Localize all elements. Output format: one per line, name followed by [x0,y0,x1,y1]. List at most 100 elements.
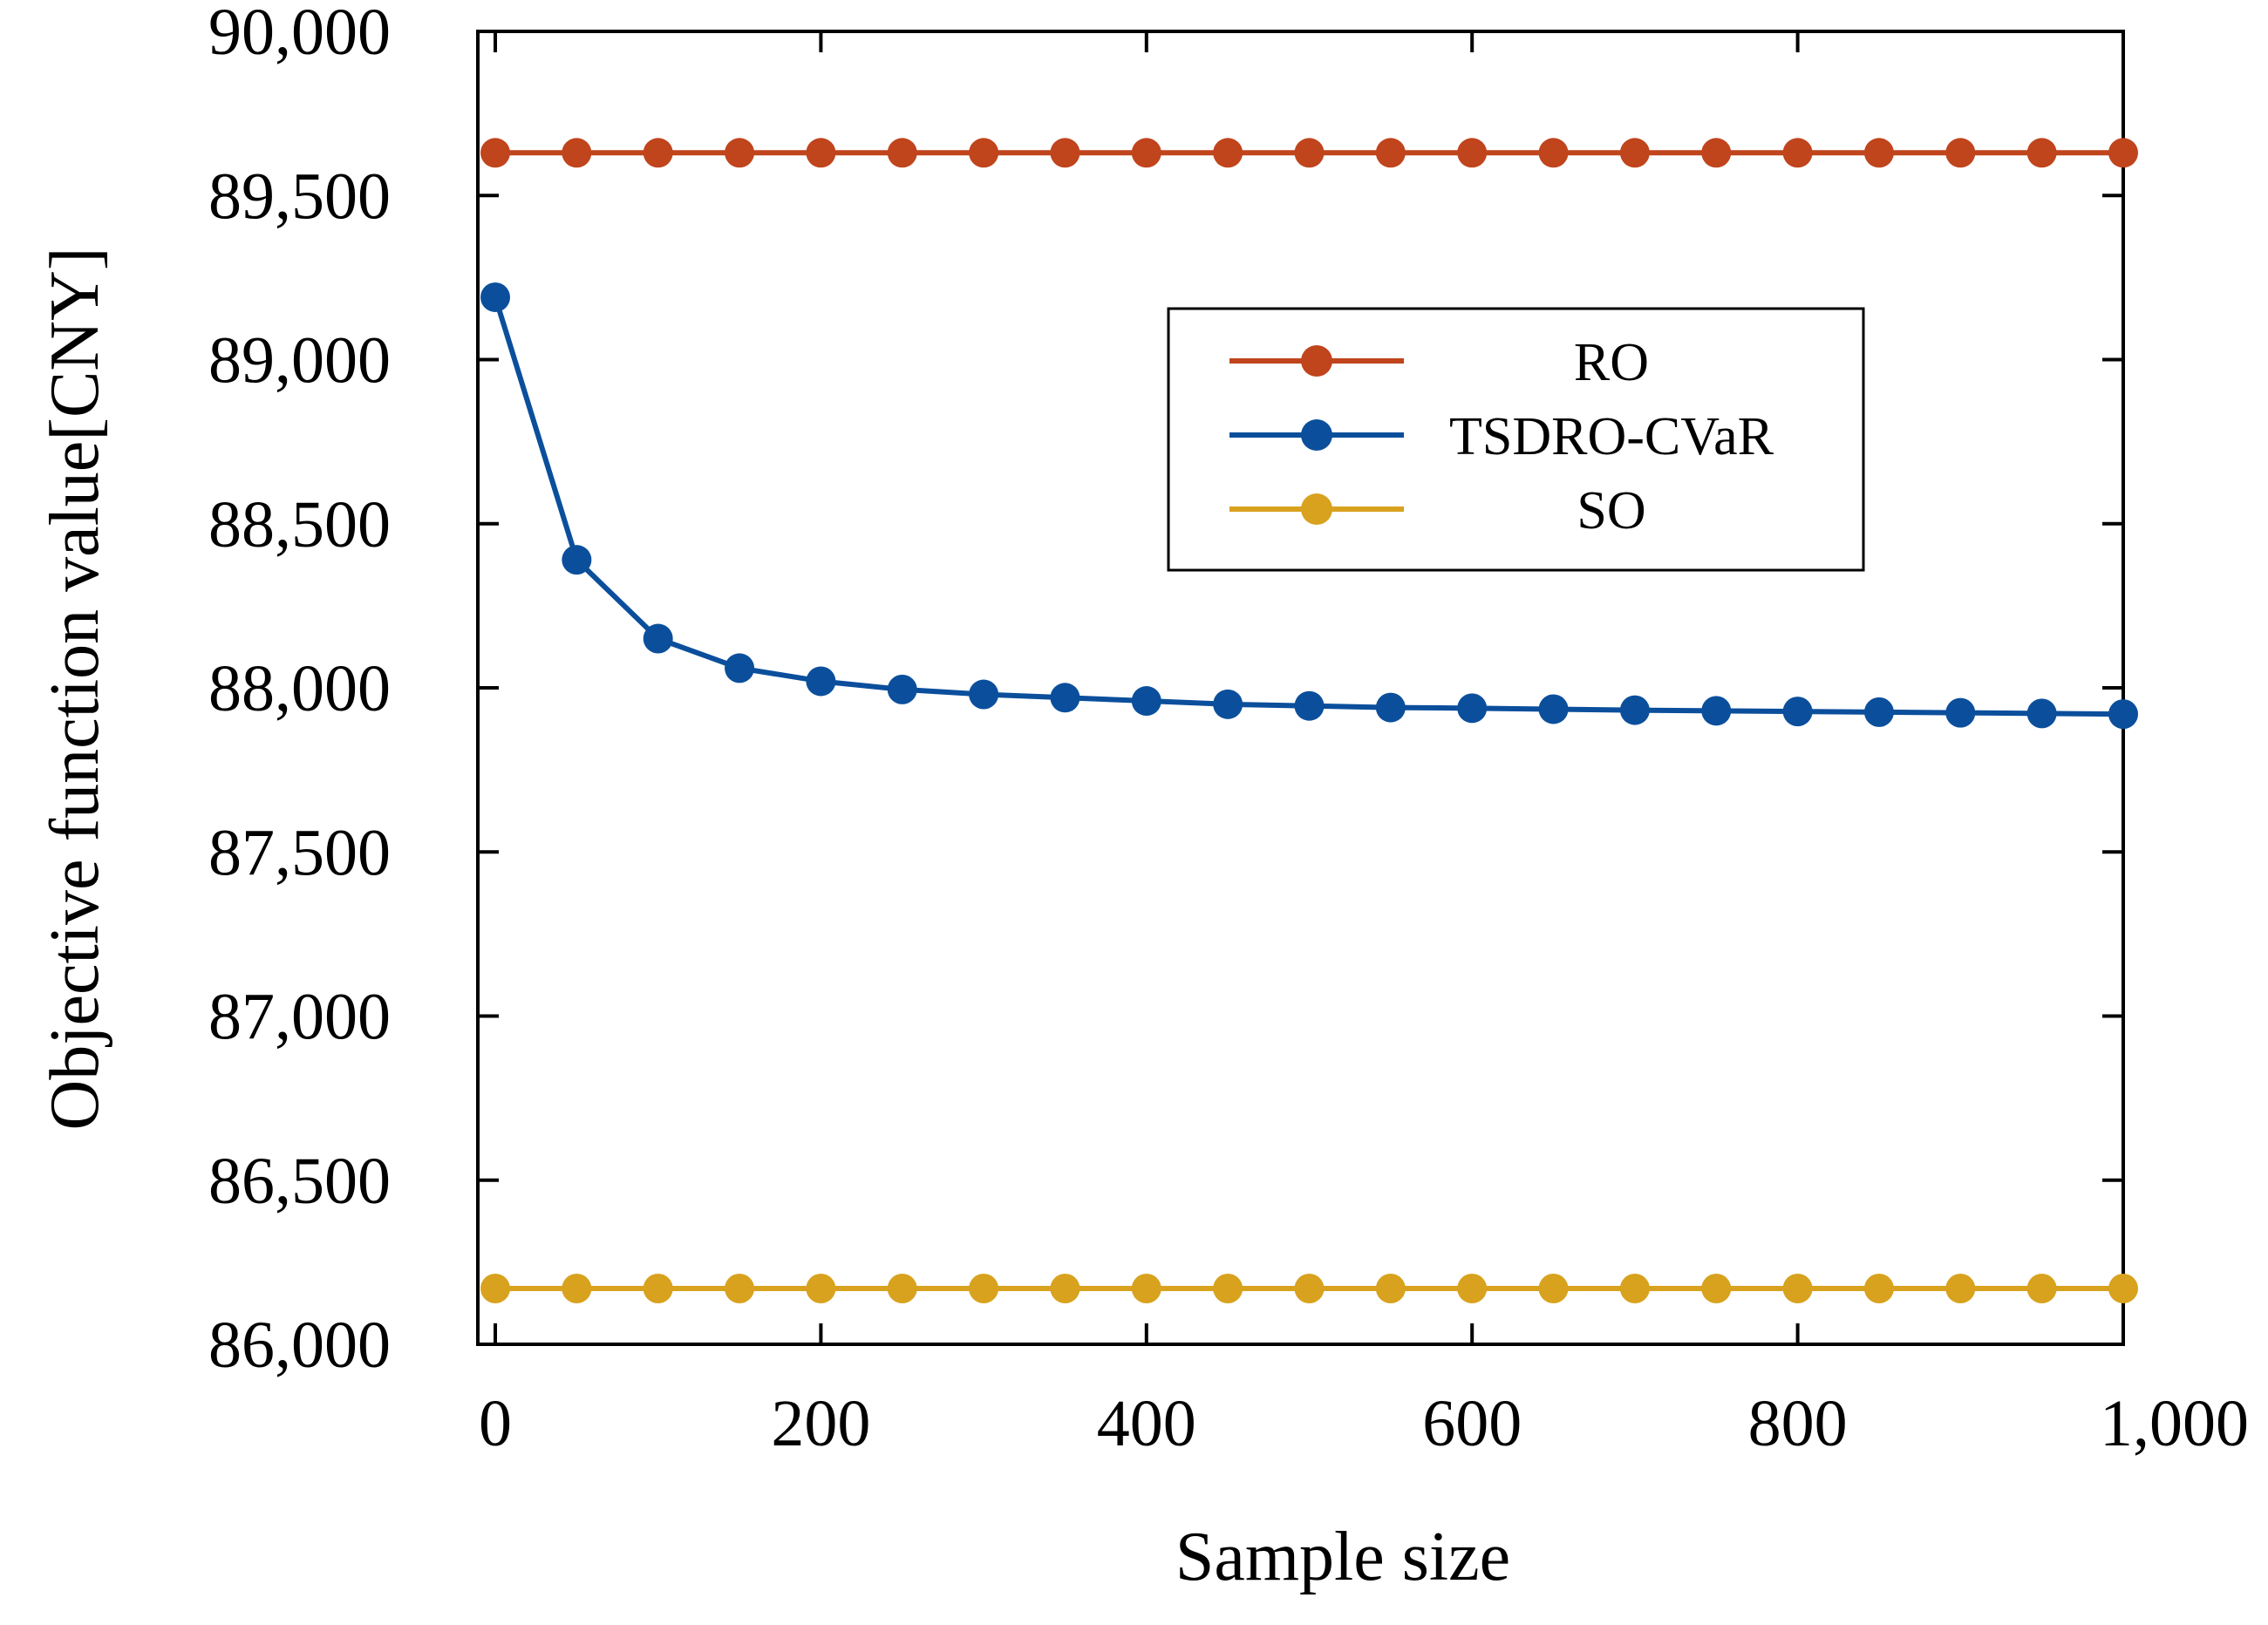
data-point-tsdro-cvar [1457,693,1488,724]
data-point-so [887,1273,917,1303]
y-axis: 86,000 86,500 87,000 87,500 88,000 88,500 89,0… [208,0,2123,1382]
legend-label-so: SO [1577,481,1645,541]
y-tick-label: 87,500 [208,816,391,889]
data-point-tsdro-cvar [1375,692,1406,723]
data-point-so [1863,1273,1894,1303]
data-point-so [2026,1273,2057,1303]
data-point-so [480,1273,510,1303]
legend-box [1167,307,1865,572]
x-tick-label: 800 [1748,1387,1848,1460]
data-point-ro [1782,138,1813,168]
x-tick-label: 600 [1422,1387,1522,1460]
data-point-so [1294,1273,1325,1303]
y-tick-label: 86,500 [208,1145,391,1218]
data-point-ro [725,138,755,168]
data-point-ro [2026,138,2057,168]
legend-item-tsdro-cvar: TSDRO-CVaR [1229,407,1774,466]
data-point-so [1782,1273,1813,1303]
data-point-ro [1213,138,1243,168]
data-point-ro [806,138,836,168]
data-point-so [1131,1273,1161,1303]
data-point-tsdro-cvar [1213,689,1243,719]
data-point-so [1538,1273,1569,1303]
data-point-ro [1701,138,1732,168]
y-tick-label: 86,000 [208,1309,391,1382]
data-point-so [2108,1273,2138,1303]
data-point-so [1375,1273,1406,1303]
legend-marker-tsdro-cvar [1301,419,1332,451]
data-point-tsdro-cvar [1294,690,1325,721]
y-tick-label: 89,500 [208,160,391,233]
x-tick-label: 400 [1097,1387,1196,1460]
x-axis: 0 200 400 600 800 1,000 [479,31,2249,1460]
data-point-ro [1375,138,1406,168]
data-point-so [969,1273,999,1303]
data-point-tsdro-cvar [1945,697,1976,728]
data-point-tsdro-cvar [2108,699,2138,730]
x-axis-title: Sample size [1175,1519,1510,1595]
data-point-tsdro-cvar [1619,695,1650,725]
data-point-ro [1945,138,1976,168]
data-point-ro [1863,138,1894,168]
data-point-ro [643,138,673,168]
data-point-tsdro-cvar [480,282,510,312]
data-point-tsdro-cvar [1782,697,1813,727]
series-so [480,1273,2138,1303]
y-axis-title: Objective function value[CNY] [37,247,113,1130]
data-point-tsdro-cvar [887,674,917,704]
legend-marker-so [1301,493,1332,525]
data-point-ro [1294,138,1325,168]
data-point-tsdro-cvar [1863,697,1894,727]
legend-item-ro: RO [1229,333,1649,392]
y-tick-label: 88,500 [208,488,391,561]
y-tick-label: 90,000 [208,0,391,69]
data-point-ro [1538,138,1569,168]
x-tick-label: 200 [771,1387,870,1460]
x-tick-label: 0 [479,1387,512,1460]
data-point-ro [1457,138,1488,168]
data-point-tsdro-cvar [562,545,592,575]
data-point-so [725,1273,755,1303]
data-point-so [1457,1273,1488,1303]
legend-label-tsdro-cvar: TSDRO-CVaR [1449,407,1774,466]
data-point-tsdro-cvar [1701,696,1732,726]
data-point-tsdro-cvar [806,666,836,697]
data-point-tsdro-cvar [969,679,999,710]
legend-label-ro: RO [1574,333,1649,392]
data-point-ro [1619,138,1650,168]
data-point-ro [969,138,999,168]
data-point-tsdro-cvar [1050,683,1080,713]
y-tick-label: 89,000 [208,324,391,398]
data-point-tsdro-cvar [2026,698,2057,729]
series-ro [480,138,2138,168]
y-tick-label: 88,000 [208,652,391,725]
data-point-so [1701,1273,1732,1303]
data-point-tsdro-cvar [643,623,673,654]
series-tsdro-cvar [480,282,2138,730]
data-point-so [1619,1273,1650,1303]
data-point-so [1050,1273,1080,1303]
data-point-ro [1050,138,1080,168]
data-point-tsdro-cvar [1131,686,1161,717]
data-point-ro [2108,138,2138,168]
data-point-ro [887,138,917,168]
data-point-ro [480,138,510,168]
data-point-so [1213,1273,1243,1303]
data-point-so [806,1273,836,1303]
series-layer [480,138,2138,1303]
data-point-so [562,1273,592,1303]
data-point-tsdro-cvar [725,653,755,683]
data-point-ro [1131,138,1161,168]
data-point-so [643,1273,673,1303]
legend-item-so: SO [1229,481,1646,541]
legend-marker-ro [1301,345,1332,377]
data-point-ro [562,138,592,168]
x-tick-label: 1,000 [2100,1387,2249,1460]
legend: RO TSDRO-CVaR SO [1167,307,1865,572]
y-tick-label: 87,000 [208,981,391,1054]
data-point-tsdro-cvar [1538,694,1569,724]
data-point-so [1945,1273,1976,1303]
